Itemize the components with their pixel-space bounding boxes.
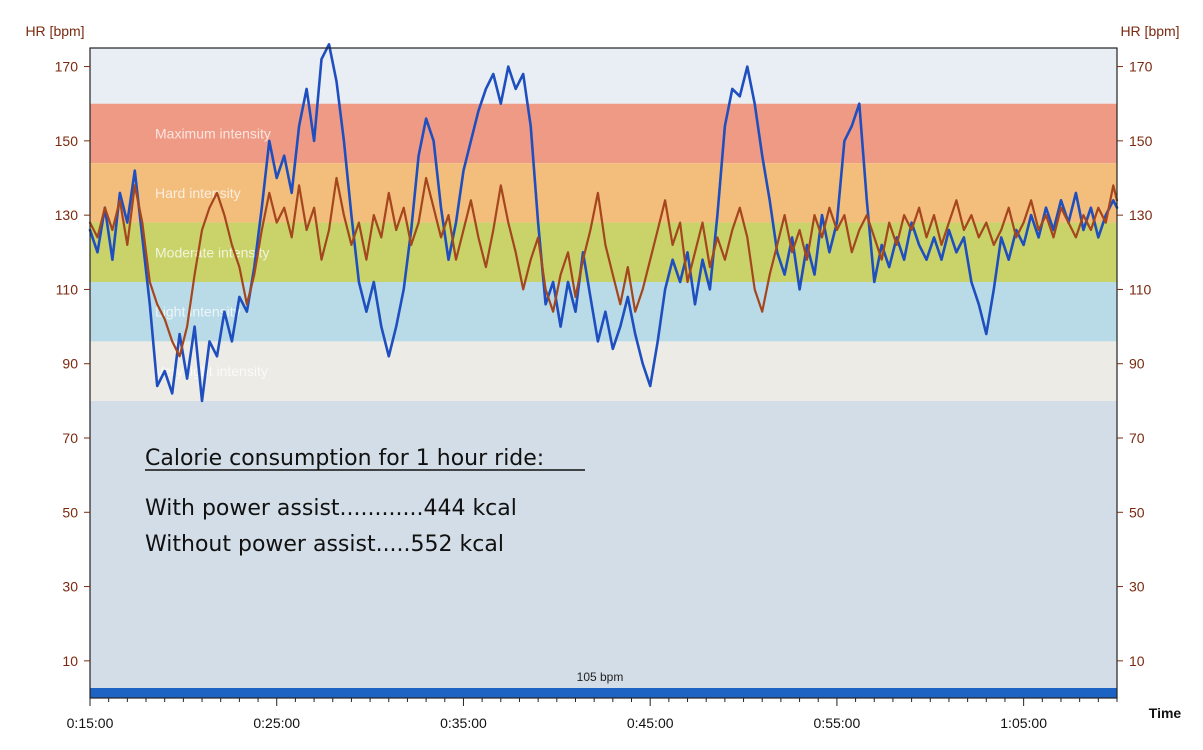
- y-tick-label-right: 170: [1129, 59, 1153, 75]
- note-without-assist: Without power assist.....552 kcal: [145, 532, 504, 557]
- zone-band-1: [90, 103, 1117, 164]
- heart-rate-series: [88, 43, 1119, 403]
- plot-background: [90, 48, 1117, 698]
- bottom-bar-label: 105 bpm: [577, 670, 624, 684]
- x-tick-label: 1:05:00: [1000, 715, 1047, 731]
- x-tick-label: 0:55:00: [814, 715, 861, 731]
- x-axis-title: Time: [1149, 705, 1182, 721]
- upper-band: [90, 48, 1117, 104]
- zone-label-5: Very light intensity: [155, 363, 268, 379]
- y-tick-label-left: 150: [55, 133, 79, 149]
- note-heading: Calorie consumption for 1 hour ride:: [145, 446, 544, 471]
- y-tick-label-right: 70: [1129, 430, 1145, 446]
- y-axis-title-right: HR [bpm]: [1120, 23, 1179, 39]
- axes: 10 10 30 30 50 50 70 70 90 90 110 110 130 130 150 150 17…: [55, 59, 1153, 731]
- x-tick-label: 0:45:00: [627, 715, 674, 731]
- y-tick-label-left: 170: [55, 59, 79, 75]
- y-tick-label-right: 130: [1129, 207, 1153, 223]
- y-tick-label-left: 30: [62, 579, 78, 595]
- zone-label-2: Hard intensity: [155, 185, 241, 201]
- note-with-assist: With power assist............444 kcal: [145, 496, 517, 521]
- bottom-bar: [90, 688, 1117, 698]
- calorie-note: Calorie consumption for 1 hour ride: Wit…: [145, 446, 585, 557]
- y-tick-label-left: 70: [62, 430, 78, 446]
- y-tick-label-right: 150: [1129, 133, 1153, 149]
- y-axis-title-left: HR [bpm]: [25, 23, 84, 39]
- zone-band-5: [90, 341, 1117, 401]
- x-tick-label: 0:25:00: [253, 715, 300, 731]
- y-tick-label-right: 30: [1129, 579, 1145, 595]
- series-line-1: [88, 43, 1119, 403]
- y-tick-label-left: 90: [62, 356, 78, 372]
- y-tick-label-right: 50: [1129, 504, 1145, 520]
- zone-band-4: [90, 282, 1117, 342]
- plot-frame: [89, 47, 1118, 699]
- x-tick-label: 0:15:00: [67, 715, 114, 731]
- y-tick-label-left: 110: [56, 281, 79, 297]
- zone-label-4: Light intensity: [155, 304, 241, 320]
- plot-border: [89, 47, 1118, 699]
- y-tick-label-left: 50: [62, 504, 78, 520]
- y-tick-label-right: 10: [1129, 653, 1145, 669]
- y-tick-label-left: 10: [62, 653, 78, 669]
- zone-label-3: Moderate intensity: [155, 244, 269, 260]
- lower-band: [90, 400, 1117, 698]
- series-line-2: [88, 176, 1119, 358]
- y-tick-label-right: 110: [1129, 281, 1152, 297]
- zone-band-2: [90, 163, 1117, 223]
- y-tick-label-right: 90: [1129, 356, 1145, 372]
- x-tick-label: 0:35:00: [440, 715, 487, 731]
- zone-label-1: Maximum intensity: [155, 125, 271, 141]
- y-tick-label-left: 130: [55, 207, 79, 223]
